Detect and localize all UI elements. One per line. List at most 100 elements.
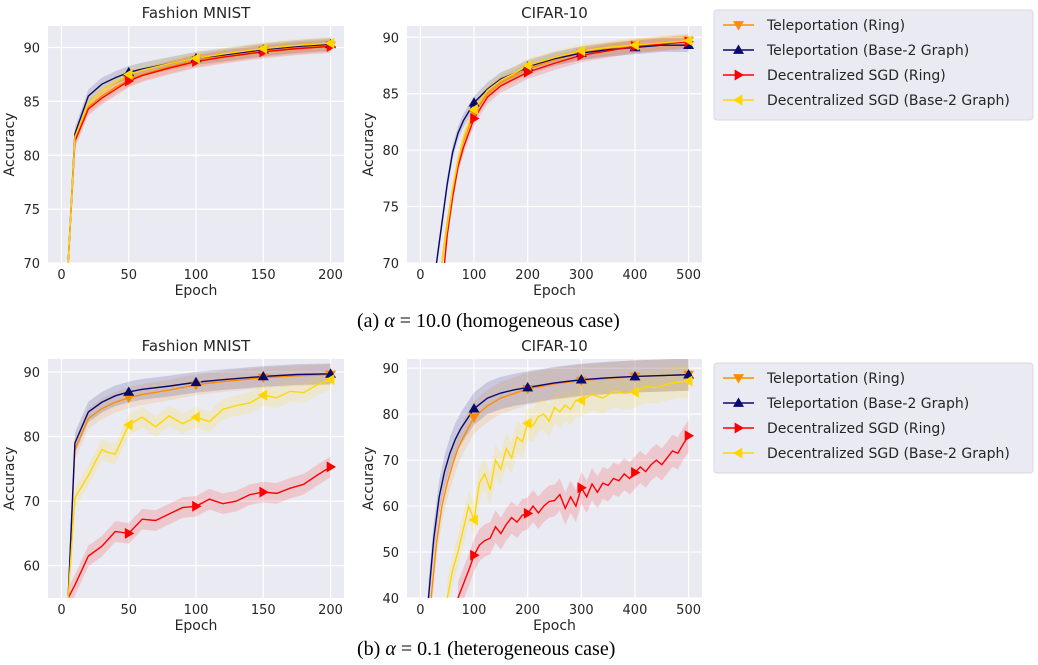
data-point-marker bbox=[124, 527, 135, 539]
x-axis-label: Epoch bbox=[533, 283, 576, 299]
data-point-marker bbox=[468, 403, 480, 413]
chart-panel-4: 0 100 200 300 400 500 40 50 60 70 80 90 CIFAR-10 Epoc… bbox=[361, 337, 702, 634]
data-point-marker bbox=[257, 370, 269, 381]
confidence-band bbox=[431, 359, 689, 598]
legend-label: Decentralized SGD (Base-2 Graph) bbox=[767, 446, 1010, 462]
series-line bbox=[443, 41, 689, 263]
data-point-marker bbox=[468, 514, 478, 526]
series-line bbox=[446, 380, 689, 598]
chart-title: CIFAR-10 bbox=[521, 4, 588, 22]
y-tick-label: 80 bbox=[23, 149, 40, 164]
x-tick-label: 400 bbox=[623, 268, 648, 283]
series-line bbox=[457, 435, 690, 598]
legend-label: Decentralized SGD (Base-2 Graph) bbox=[767, 93, 1010, 109]
chart-title: Fashion MNIST bbox=[142, 4, 251, 22]
plot-background bbox=[407, 26, 702, 263]
legend-marker bbox=[733, 374, 744, 384]
caption-a: (a) α = 10.0 (homogeneous case) bbox=[357, 310, 620, 332]
data-point-marker bbox=[124, 75, 135, 87]
legend-label: Decentralized SGD (Ring) bbox=[767, 421, 946, 437]
x-tick-label: 50 bbox=[120, 268, 137, 283]
y-tick-label: 80 bbox=[382, 144, 399, 159]
data-point-marker bbox=[683, 369, 695, 379]
x-tick-label: 100 bbox=[184, 603, 209, 618]
legend-2: Teleportation (Ring) Teleportation (Base-… bbox=[713, 362, 1034, 474]
x-tick-label: 0 bbox=[416, 603, 424, 618]
y-tick-label: 75 bbox=[23, 203, 40, 218]
y-tick-label: 90 bbox=[382, 362, 399, 377]
data-point-marker bbox=[683, 375, 693, 387]
y-tick-label: 60 bbox=[382, 500, 399, 515]
confidence-band bbox=[428, 359, 689, 598]
y-tick-label: 90 bbox=[382, 31, 399, 46]
x-tick-label: 150 bbox=[251, 603, 276, 618]
y-axis-label: Accuracy bbox=[361, 113, 377, 177]
legend-label: Teleportation (Ring) bbox=[766, 371, 905, 387]
legend-label: Teleportation (Ring) bbox=[766, 18, 905, 34]
data-point-marker bbox=[575, 394, 586, 406]
x-tick-label: 300 bbox=[569, 268, 594, 283]
caption-b: (b) α = 0.1 (heterogeneous case) bbox=[357, 638, 616, 660]
data-point-marker bbox=[190, 376, 202, 387]
legend-label: Teleportation (Base-2 Graph) bbox=[766, 43, 969, 59]
x-tick-label: 100 bbox=[462, 268, 487, 283]
data-point-marker bbox=[575, 45, 586, 57]
y-tick-label: 85 bbox=[23, 95, 40, 110]
data-point-marker bbox=[577, 482, 587, 494]
data-point-marker bbox=[259, 486, 269, 498]
y-tick-label: 80 bbox=[382, 408, 399, 423]
data-point-marker bbox=[523, 507, 534, 519]
x-tick-label: 200 bbox=[318, 268, 343, 283]
series-line bbox=[67, 379, 331, 598]
x-tick-label: 200 bbox=[515, 603, 540, 618]
data-point-marker bbox=[523, 66, 534, 78]
data-point-marker bbox=[470, 113, 480, 125]
x-tick-label: 400 bbox=[623, 603, 648, 618]
x-tick-label: 0 bbox=[416, 268, 424, 283]
y-tick-label: 40 bbox=[382, 592, 399, 607]
data-point-marker bbox=[123, 419, 133, 431]
legend-1: Teleportation (Ring) Teleportation (Base-… bbox=[713, 9, 1034, 121]
x-tick-label: 500 bbox=[676, 268, 701, 283]
y-tick-label: 60 bbox=[23, 560, 40, 575]
data-point-marker bbox=[192, 500, 202, 512]
y-tick-label: 90 bbox=[23, 366, 40, 381]
y-tick-label: 90 bbox=[23, 42, 40, 57]
chart-panel-1: 0 50 100 150 200 70 75 80 85 90 Fashion MNIST Epoch… bbox=[2, 4, 344, 299]
data-point-marker bbox=[123, 68, 133, 80]
data-point-marker bbox=[470, 549, 480, 561]
legend-marker bbox=[733, 397, 744, 407]
data-point-marker bbox=[123, 386, 135, 396]
y-tick-label: 75 bbox=[382, 201, 399, 216]
y-axis-label: Accuracy bbox=[2, 447, 18, 511]
y-tick-label: 70 bbox=[382, 454, 399, 469]
data-point-marker bbox=[629, 39, 639, 51]
plot-area bbox=[427, 359, 690, 598]
confidence-band bbox=[68, 369, 331, 598]
data-point-marker bbox=[522, 417, 532, 429]
y-axis-label: Accuracy bbox=[361, 447, 377, 511]
series-line bbox=[441, 39, 689, 263]
data-point-marker bbox=[631, 467, 641, 479]
x-tick-label: 0 bbox=[57, 268, 65, 283]
x-axis-label: Epoch bbox=[175, 618, 218, 634]
series-line bbox=[427, 373, 689, 598]
legend-marker bbox=[733, 21, 744, 31]
data-point-marker bbox=[123, 393, 135, 404]
data-point-marker bbox=[468, 413, 480, 423]
x-tick-label: 500 bbox=[676, 603, 701, 618]
y-tick-label: 80 bbox=[23, 431, 40, 446]
data-point-marker bbox=[629, 370, 641, 381]
data-point-marker bbox=[629, 386, 639, 398]
x-tick-label: 200 bbox=[318, 603, 343, 618]
data-point-marker bbox=[468, 104, 478, 116]
x-tick-label: 300 bbox=[569, 603, 594, 618]
data-point-marker bbox=[575, 374, 587, 384]
x-tick-label: 100 bbox=[462, 603, 487, 618]
legend-marker bbox=[734, 422, 744, 434]
legend-box bbox=[713, 362, 1034, 474]
confidence-band bbox=[457, 419, 689, 598]
chart-panel-3: 0 50 100 150 200 60 70 80 90 Fashion MNIST Epoch Ac… bbox=[2, 337, 344, 634]
data-point-marker bbox=[683, 35, 693, 47]
